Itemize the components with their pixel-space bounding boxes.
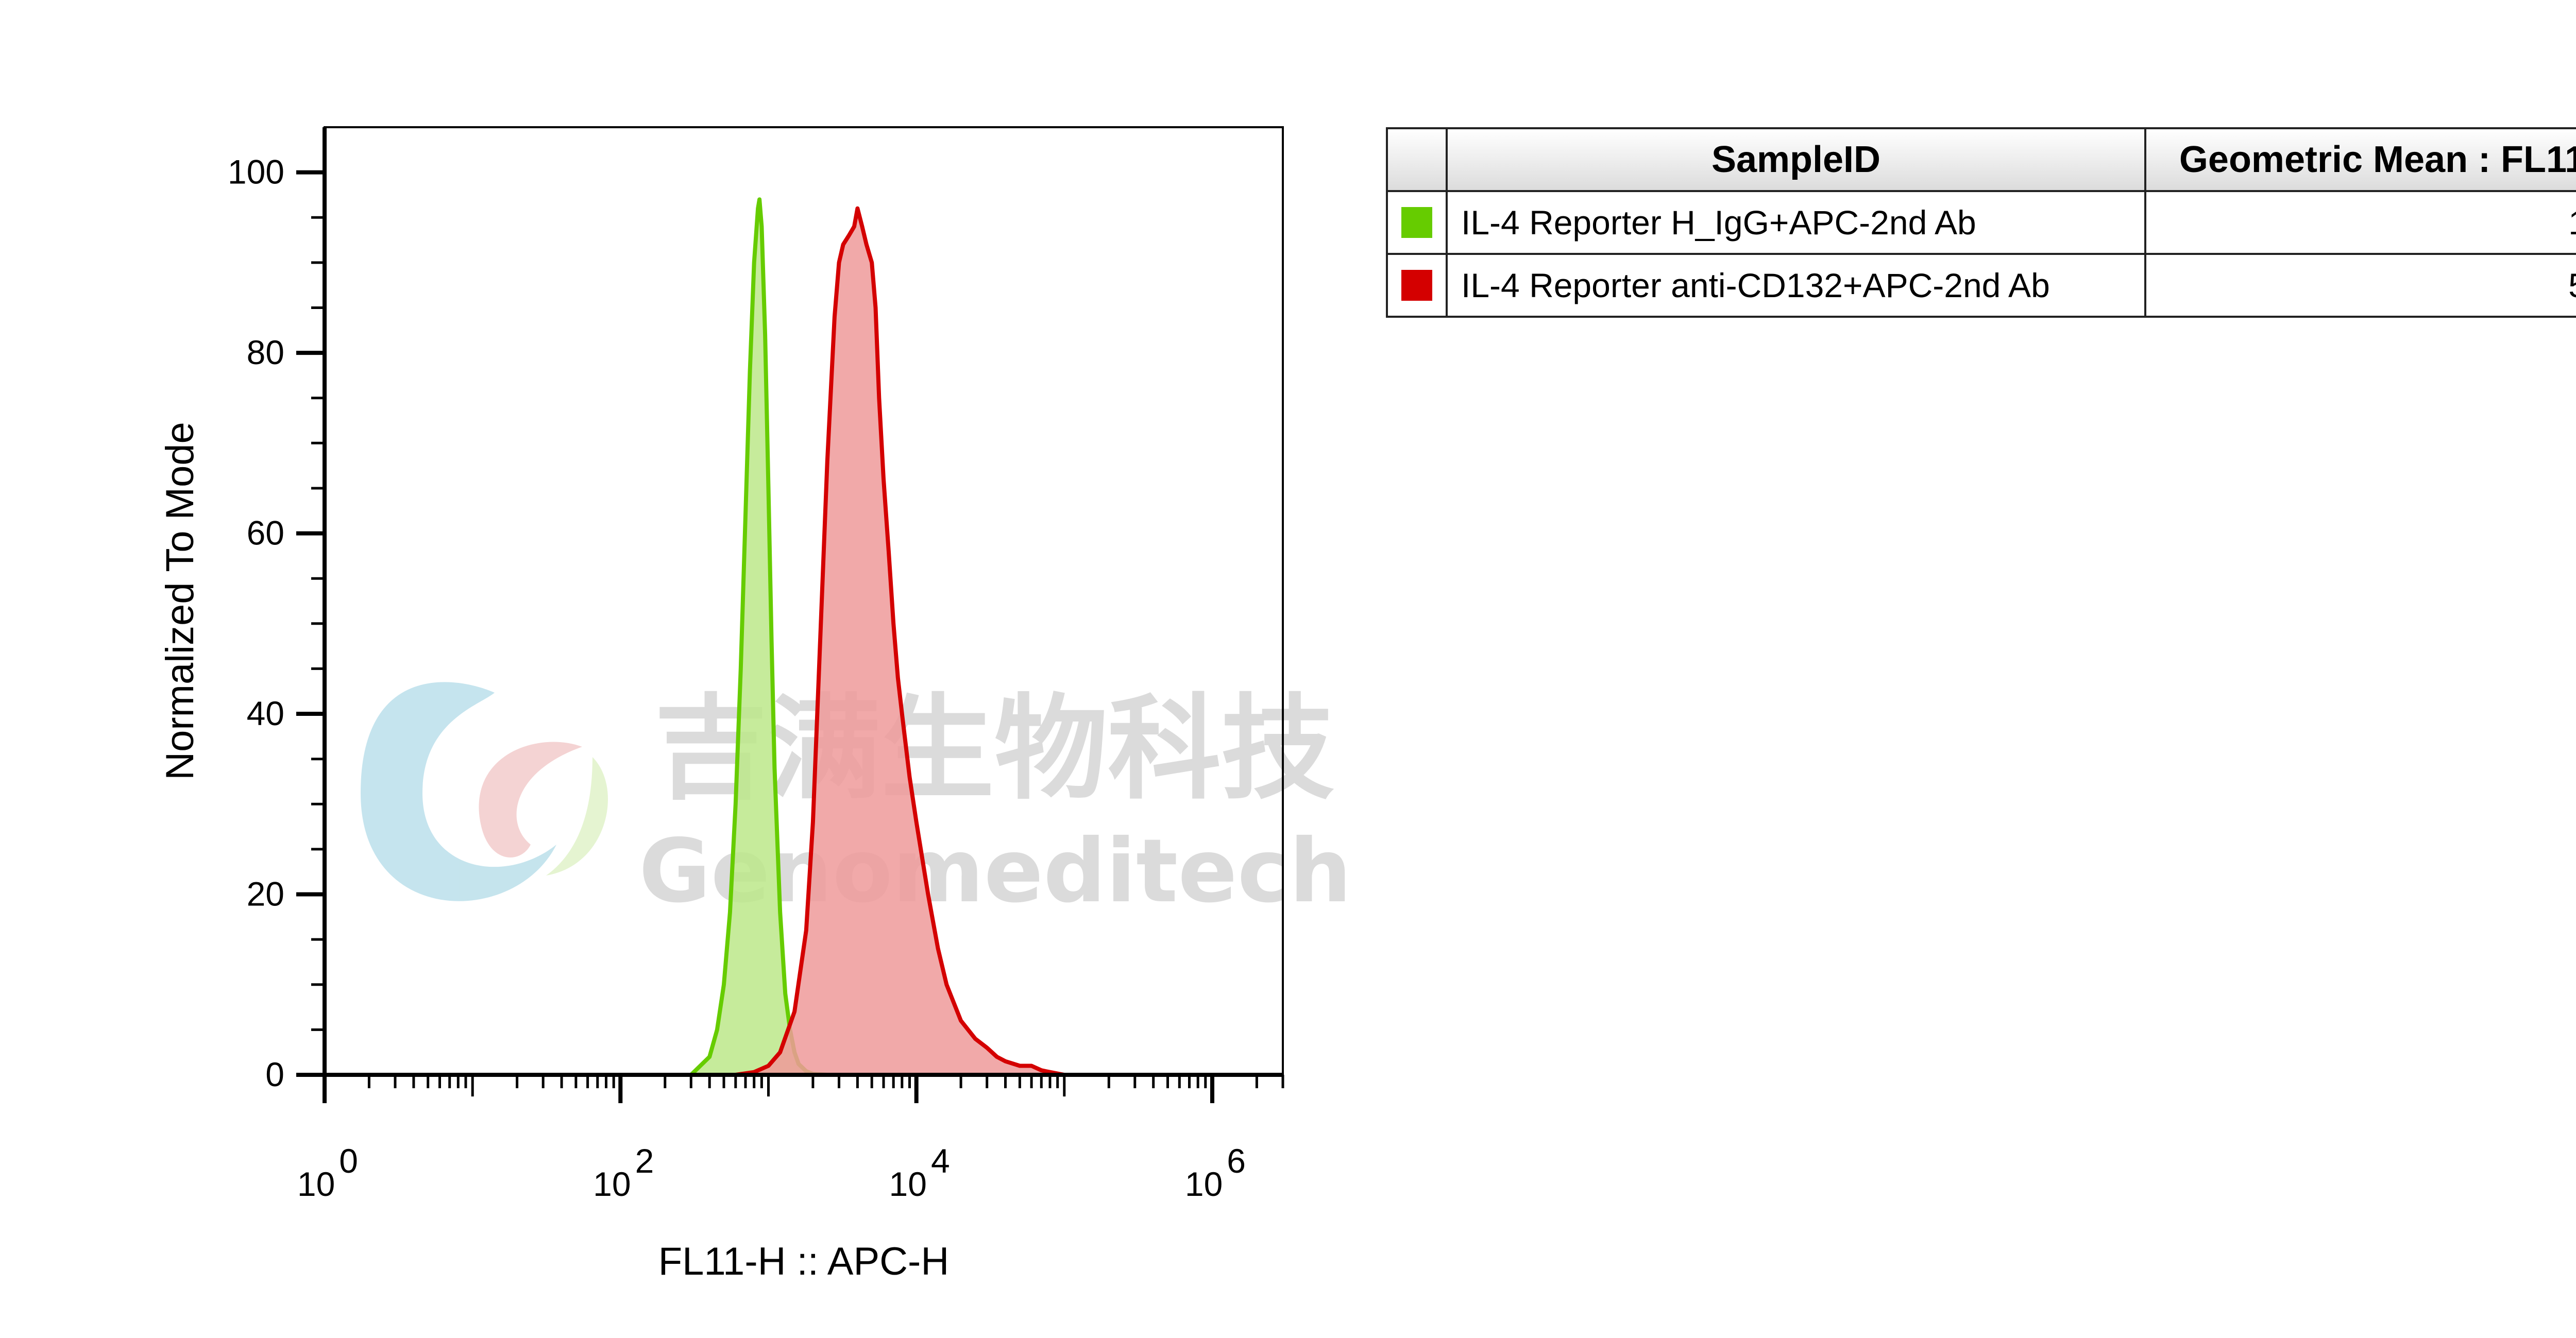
table-row: IL-4 Reporter anti-CD132+APC-2nd Ab 5794: [1386, 253, 2576, 318]
table-header-row: SampleID Geometric Mean : FL11-H: [1386, 127, 2576, 192]
swatch-cell: [1386, 190, 1448, 255]
x-axis-ticks: 100 102 104 106: [297, 1075, 1284, 1203]
x-axis-title: FL11-H :: APC-H: [658, 1240, 950, 1283]
y-tick-label: 0: [265, 1055, 284, 1093]
sample-id-cell: IL-4 Reporter anti-CD132+APC-2nd Ab: [1446, 253, 2146, 318]
y-axis-ticks: 0 20 40 60 80 100: [228, 153, 325, 1093]
geometric-mean-cell: 1023: [2144, 190, 2576, 255]
y-tick-label: 40: [247, 694, 284, 732]
y-tick-label: 100: [228, 153, 284, 191]
x-tick-label: 106: [1185, 1142, 1246, 1203]
x-tick-label: 102: [593, 1142, 654, 1203]
y-tick-label: 60: [247, 514, 284, 552]
swatch-column-header: [1386, 127, 1448, 192]
sample-id-column-header: SampleID: [1446, 127, 2146, 192]
series-color-swatch: [1401, 207, 1432, 238]
y-tick-label: 20: [247, 875, 284, 913]
swatch-cell: [1386, 253, 1448, 318]
y-tick-label: 80: [247, 333, 284, 371]
y-axis-title: Normalized To Mode: [158, 422, 202, 780]
watermark-logo-icon: [361, 682, 608, 901]
series-line-2: [325, 206, 1283, 1077]
table-row: IL-4 Reporter H_IgG+APC-2nd Ab 1023: [1386, 190, 2576, 255]
x-tick-label: 104: [889, 1142, 950, 1203]
x-tick-label: 100: [297, 1142, 358, 1203]
geometric-mean-column-header: Geometric Mean : FL11-H: [2144, 127, 2576, 192]
statistics-table: SampleID Geometric Mean : FL11-H IL-4 Re…: [1386, 127, 2576, 318]
plot-frame: [324, 126, 1284, 1076]
series-layer: [325, 197, 1283, 1077]
sample-id-cell: IL-4 Reporter H_IgG+APC-2nd Ab: [1446, 190, 2146, 255]
geometric-mean-cell: 5794: [2144, 253, 2576, 318]
series-color-swatch: [1401, 270, 1432, 301]
